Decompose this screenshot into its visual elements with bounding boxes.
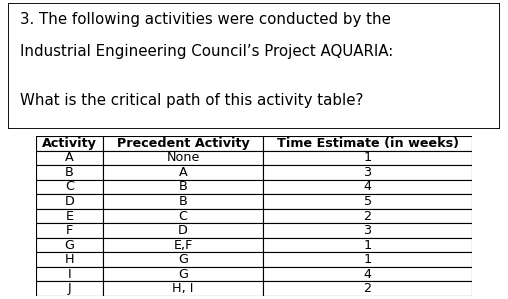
Text: C: C bbox=[65, 180, 74, 193]
Text: G: G bbox=[65, 239, 74, 252]
Bar bbox=[36, 267, 103, 281]
Text: A: A bbox=[65, 151, 74, 164]
Text: Time Estimate (in weeks): Time Estimate (in weeks) bbox=[276, 137, 459, 150]
Text: Activity: Activity bbox=[42, 137, 97, 150]
Text: 2: 2 bbox=[364, 282, 371, 295]
Bar bbox=[36, 209, 103, 223]
Text: F: F bbox=[66, 224, 73, 237]
Bar bbox=[103, 238, 263, 252]
Bar bbox=[263, 209, 472, 223]
Text: None: None bbox=[166, 151, 200, 164]
Bar bbox=[263, 281, 472, 296]
Bar bbox=[103, 252, 263, 267]
Text: D: D bbox=[178, 224, 188, 237]
Text: G: G bbox=[178, 268, 188, 281]
Bar bbox=[263, 165, 472, 180]
Bar bbox=[263, 151, 472, 165]
Text: 1: 1 bbox=[364, 253, 372, 266]
Bar bbox=[263, 238, 472, 252]
Text: E: E bbox=[66, 210, 74, 222]
Bar bbox=[103, 136, 263, 151]
Text: What is the critical path of this activity table?: What is the critical path of this activi… bbox=[20, 93, 363, 109]
Text: Industrial Engineering Council’s Project AQUARIA:: Industrial Engineering Council’s Project… bbox=[20, 45, 393, 60]
Text: J: J bbox=[68, 282, 71, 295]
Bar bbox=[263, 267, 472, 281]
Text: 1: 1 bbox=[364, 239, 372, 252]
Text: A: A bbox=[179, 166, 187, 179]
Bar bbox=[263, 180, 472, 194]
Bar bbox=[103, 180, 263, 194]
Bar bbox=[103, 194, 263, 209]
Text: 4: 4 bbox=[364, 180, 371, 193]
Text: G: G bbox=[178, 253, 188, 266]
Text: 5: 5 bbox=[364, 195, 372, 208]
Bar bbox=[103, 281, 263, 296]
Text: D: D bbox=[65, 195, 74, 208]
Bar bbox=[263, 136, 472, 151]
Text: 3: 3 bbox=[364, 224, 372, 237]
Bar bbox=[103, 151, 263, 165]
Bar bbox=[36, 238, 103, 252]
Bar bbox=[103, 165, 263, 180]
Text: 3: 3 bbox=[364, 166, 372, 179]
Bar bbox=[36, 223, 103, 238]
Bar bbox=[103, 267, 263, 281]
Text: 1: 1 bbox=[364, 151, 372, 164]
Text: Precedent Activity: Precedent Activity bbox=[117, 137, 249, 150]
Text: B: B bbox=[65, 166, 74, 179]
Bar bbox=[36, 136, 103, 151]
Bar bbox=[263, 223, 472, 238]
Text: H: H bbox=[65, 253, 74, 266]
Text: C: C bbox=[178, 210, 187, 222]
Text: 2: 2 bbox=[364, 210, 371, 222]
Bar bbox=[36, 151, 103, 165]
Text: 4: 4 bbox=[364, 268, 371, 281]
Text: E,F: E,F bbox=[173, 239, 193, 252]
Bar bbox=[103, 223, 263, 238]
Bar bbox=[263, 194, 472, 209]
Text: B: B bbox=[179, 180, 187, 193]
Text: 3. The following activities were conducted by the: 3. The following activities were conduct… bbox=[20, 12, 391, 27]
Text: H, I: H, I bbox=[172, 282, 194, 295]
Bar bbox=[36, 281, 103, 296]
Bar bbox=[36, 165, 103, 180]
Bar bbox=[36, 252, 103, 267]
Bar bbox=[36, 180, 103, 194]
Text: B: B bbox=[179, 195, 187, 208]
Bar bbox=[263, 252, 472, 267]
Text: I: I bbox=[68, 268, 71, 281]
Bar bbox=[103, 209, 263, 223]
Bar bbox=[36, 194, 103, 209]
FancyBboxPatch shape bbox=[8, 3, 500, 129]
